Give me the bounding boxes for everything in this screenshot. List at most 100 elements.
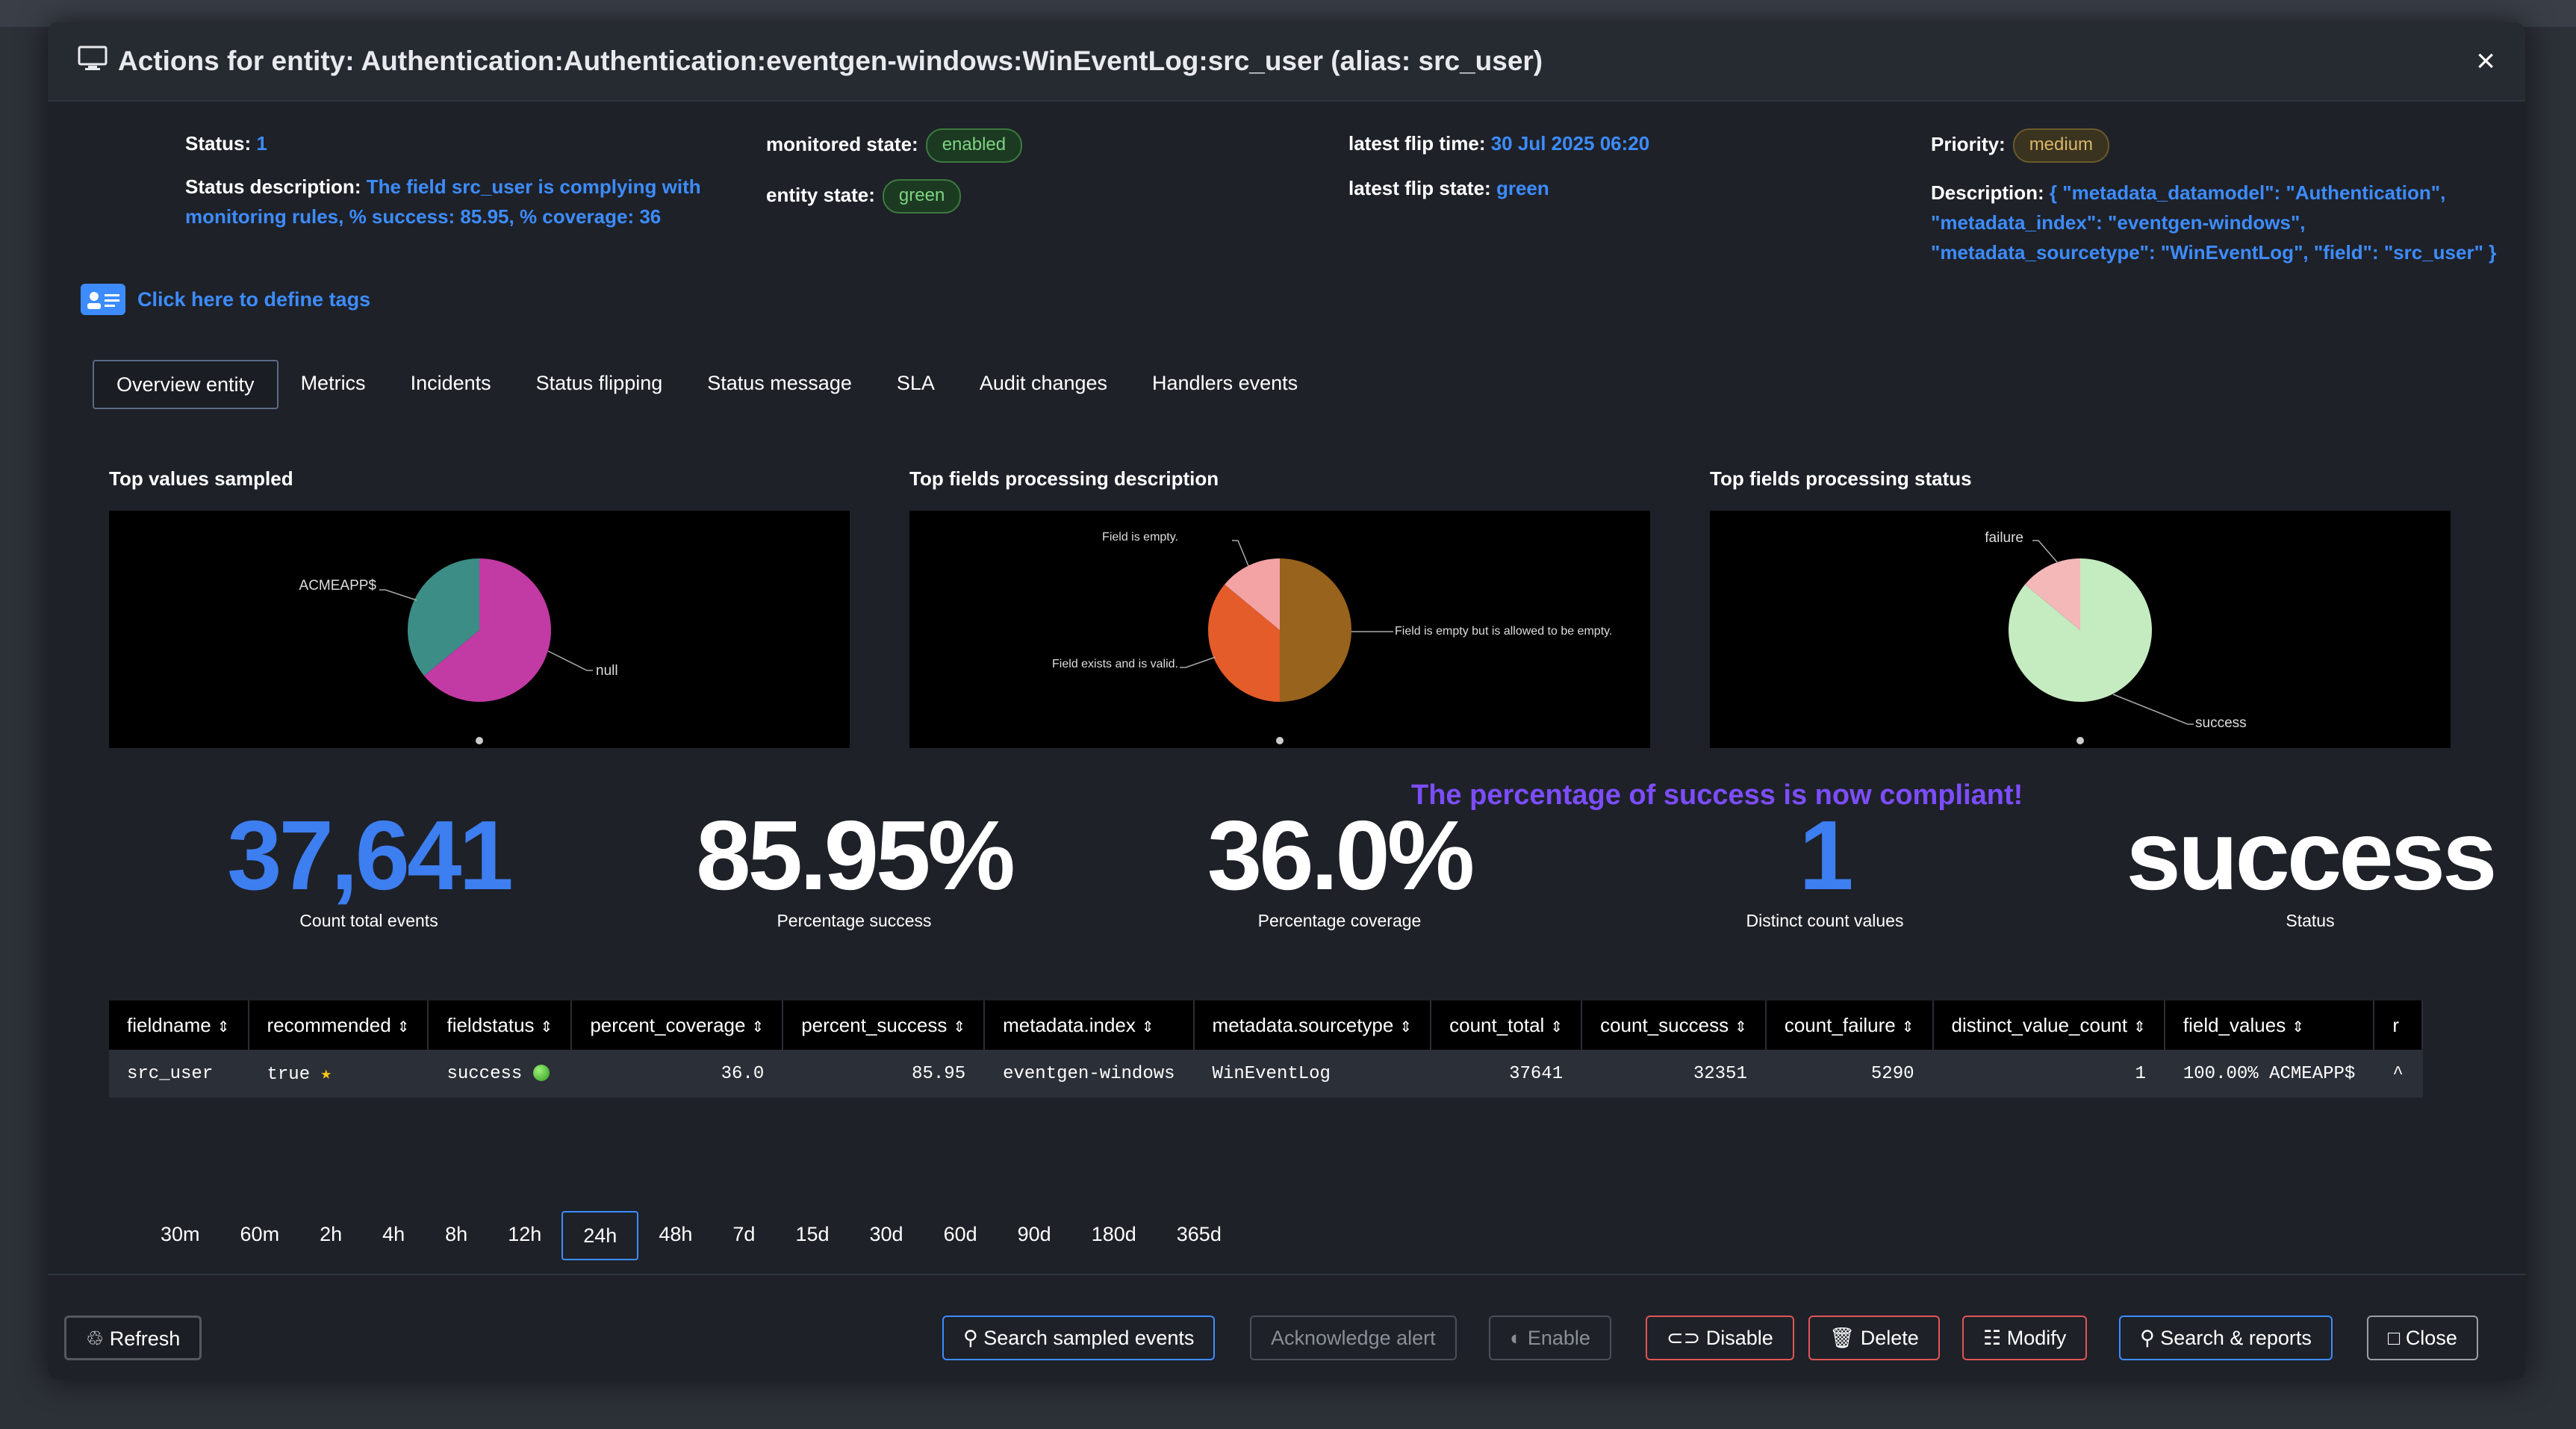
cell-percent-success: 85.95 [783,1050,986,1098]
pagination-dot[interactable] [2076,737,2084,744]
time-option-30m[interactable]: 30m [161,1223,200,1245]
pie-slice-field-is-empty[interactable] [1225,558,1280,630]
kpi-percentage-coverage: 36.0% Percentage coverage [1116,806,1564,931]
enable-button[interactable]: ◐ Enable [1489,1316,1611,1360]
entity-state-label: entity state: [766,183,875,206]
tab-metrics[interactable]: Metrics [300,372,366,394]
col-header-distinct-value-count[interactable]: distinct_value_count ⇕ [1932,1000,2165,1050]
pie-chart-processing-status: success failure [1710,511,2451,748]
col-header-recommended[interactable]: recommended ⇕ [248,1000,429,1050]
flip-time-label: latest flip time: [1348,132,1486,155]
square-icon: □ [2388,1327,2406,1349]
disable-button[interactable]: ⊂⊃ Disable [1646,1316,1794,1360]
cell-metadata-sourcetype: WinEventLog [1193,1050,1432,1098]
time-option-180d[interactable]: 180d [1091,1223,1136,1245]
time-option-4h[interactable]: 4h [382,1223,405,1245]
monitor-icon [78,46,108,78]
tab-overview-entity[interactable]: Overview entity [93,360,279,409]
col-header-count-failure[interactable]: count_failure ⇕ [1765,1000,1934,1050]
pagination-dot[interactable] [476,737,483,744]
table-row[interactable]: src_user true ★ success 36.0 85.95 event… [109,1050,2423,1098]
close-icon[interactable]: × [2476,43,2495,79]
col-header-fieldname[interactable]: fieldname ⇕ [109,1000,249,1050]
pie-slice-failure[interactable] [2025,558,2080,630]
pie-slice-field-is-empty-but-is-allowed-to-be-empty[interactable] [1280,558,1351,702]
cell-metadata-index: eventgen-windows [984,1050,1195,1098]
kpi-value: 85.95% [696,800,1015,910]
pie-label: failure [1985,530,2023,546]
chart-title-processing-description: Top fields processing description [909,467,1219,490]
col-header-field-values[interactable]: field_values ⇕ [2164,1000,2375,1050]
state-block: monitored state: enabled entity state: gre… [766,128,1214,214]
modify-button[interactable]: ☷ Modify [1962,1316,2088,1360]
col-header-count-success[interactable]: count_success ⇕ [1581,1000,1767,1050]
col-header-percent-coverage[interactable]: percent_coverage ⇕ [571,1000,784,1050]
pie-slice-acmeapp[interactable] [408,558,479,676]
tab-handlers-events[interactable]: Handlers events [1152,372,1298,394]
description-label: Description: [1931,181,2044,204]
cell-distinct-value-count: 1 [1932,1050,2165,1098]
tab-audit-changes[interactable]: Audit changes [979,372,1108,394]
pie-chart-processing-description-svg: Field is empty but is allowed to be empt… [1052,531,1612,744]
time-option-12h[interactable]: 12h [508,1223,542,1245]
sort-icon: ⇕ [1735,1018,1747,1036]
time-option-48h[interactable]: 48h [659,1223,693,1245]
priority-label: Priority: [1931,132,2006,155]
pie-chart-top-values-svg: null ACMEAPP$ [299,558,618,744]
define-tags-link[interactable]: Click here to define tags [81,284,370,315]
monitored-state-badge: enabled [925,128,1023,163]
col-header-truncated[interactable]: r [2374,1000,2423,1050]
time-option-7d[interactable]: 7d [732,1223,756,1245]
kpi-value: 37,641 [227,800,514,910]
priority-block: Priority: medium Description: { "metadata… [1931,128,2506,267]
tab-incidents[interactable]: Incidents [410,372,491,394]
kpi-value: 1 [1799,800,1853,910]
time-option-365d[interactable]: 365d [1176,1223,1222,1245]
sort-icon: ⇕ [751,1018,765,1036]
acknowledge-alert-button[interactable]: Acknowledge alert [1250,1316,1457,1360]
compliance-message: The percentage of success is now complia… [1411,779,2023,811]
col-header-count-total[interactable]: count_total ⇕ [1431,1000,1583,1050]
time-option-30d[interactable]: 30d [869,1223,903,1245]
tab-status-flipping[interactable]: Status flipping [535,372,663,394]
cell-fieldname: src_user [109,1050,249,1098]
time-option-24h[interactable]: 24h [561,1211,639,1260]
col-header-metadata-sourcetype[interactable]: metadata.sourcetype ⇕ [1193,1000,1432,1050]
modal-header: Actions for entity: Authentication:Authe… [48,22,2525,102]
id-card-icon [81,284,125,315]
pie-label-leader-line [1232,540,1249,567]
col-header-metadata-index[interactable]: metadata.index ⇕ [984,1000,1195,1050]
search-sampled-events-button[interactable]: ⚲ Search sampled events [942,1316,1216,1360]
green-dot-icon [532,1065,550,1082]
pie-chart-top-values: null ACMEAPP$ [109,511,850,748]
tab-sla[interactable]: SLA [896,372,935,394]
pagination-dot[interactable] [1276,737,1284,744]
sort-icon: ⇕ [1550,1018,1564,1036]
close-button[interactable]: □ Close [2367,1316,2478,1360]
delete-button[interactable]: 🗑 Delete [1808,1316,1940,1360]
pie-slice-field-exists-and-is-valid[interactable] [1208,584,1280,702]
col-header-fieldstatus[interactable]: fieldstatus ⇕ [428,1000,573,1050]
time-option-60m[interactable]: 60m [240,1223,280,1245]
modal-footer: ♲ Refresh ⚲ Search sampled events Acknow… [48,1274,2525,1380]
time-option-2h[interactable]: 2h [320,1223,343,1245]
pie-label: success [2195,715,2247,731]
entity-state-badge: green [882,179,962,214]
time-option-60d[interactable]: 60d [943,1223,977,1245]
flip-state-value: green [1496,177,1549,199]
time-option-8h[interactable]: 8h [445,1223,468,1245]
time-option-15d[interactable]: 15d [795,1223,830,1245]
pie-slice-null[interactable] [424,558,551,702]
col-header-percent-success[interactable]: percent_success ⇕ [783,1000,986,1050]
kpi-count-total-events: 37,641 Count total events [145,806,593,931]
tab-status-message[interactable]: Status message [707,372,852,394]
tab-bar: Overview entity Metrics Incidents Status… [93,360,1320,409]
search-icon: ⚲ [2140,1327,2161,1349]
cell-percent-coverage: 36.0 [571,1050,784,1098]
description-value: { "metadata_datamodel": "Authentication"… [1931,181,2497,264]
pie-label: null [596,663,618,679]
pie-label: Field is empty. [1102,531,1178,544]
time-option-90d[interactable]: 90d [1017,1223,1051,1245]
search-and-reports-button[interactable]: ⚲ Search & reports [2119,1316,2333,1360]
refresh-button[interactable]: ♲ Refresh [64,1316,202,1360]
